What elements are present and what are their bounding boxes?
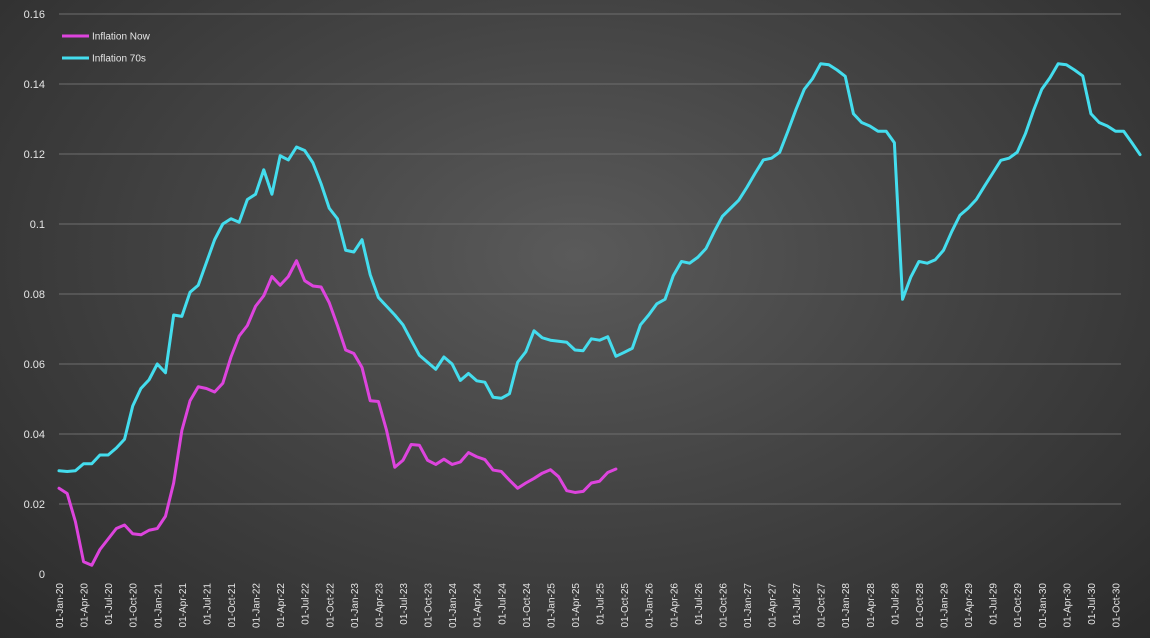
- x-tick-label: 01-Oct-20: [129, 583, 140, 628]
- x-tick-label: 01-Oct-21: [227, 583, 238, 628]
- x-tick-label: 01-Jan-27: [743, 583, 754, 628]
- x-tick-label: 01-Jul-20: [104, 583, 115, 625]
- x-tick-label: 01-Jan-28: [841, 583, 852, 628]
- x-tick-label: 01-Apr-25: [571, 583, 582, 628]
- y-tick-label: 0.08: [24, 289, 45, 301]
- x-tick-label: 01-Apr-28: [866, 583, 877, 628]
- x-tick-label: 01-Jan-23: [350, 583, 361, 628]
- x-tick-label: 01-Jan-21: [153, 583, 164, 628]
- x-tick-label: 01-Jul-30: [1087, 583, 1098, 625]
- legend-item-inflation-now[interactable]: Inflation Now: [62, 32, 151, 43]
- y-tick-label: 0: [39, 569, 45, 581]
- y-tick-label: 0.12: [24, 149, 45, 161]
- series-lines: [57, 62, 1142, 567]
- legend: Inflation Now Inflation 70s: [62, 32, 151, 65]
- x-tick-label: 01-Apr-24: [473, 583, 484, 628]
- x-tick-label: 01-Apr-27: [768, 583, 779, 628]
- y-tick-label: 0.06: [24, 359, 45, 371]
- x-tick-label: 01-Jul-28: [890, 583, 901, 625]
- x-tick-label: 01-Jan-26: [645, 583, 656, 628]
- x-tick-label: 01-Jan-25: [546, 583, 557, 628]
- x-tick-label: 01-Oct-24: [522, 583, 533, 628]
- x-tick-label: 01-Jul-25: [596, 583, 607, 625]
- x-tick-label: 01-Apr-23: [374, 583, 385, 628]
- x-tick-label: 01-Oct-30: [1112, 583, 1123, 628]
- x-tick-label: 01-Jan-22: [252, 583, 263, 628]
- series-line-inflation-70s: [57, 62, 1142, 473]
- x-tick-label: 01-Oct-27: [817, 583, 828, 628]
- legend-item-inflation-70s[interactable]: Inflation 70s: [62, 54, 146, 65]
- x-tick-label: 01-Jul-22: [301, 583, 312, 625]
- y-tick-label: 0.02: [24, 499, 45, 511]
- gridlines: [59, 13, 1121, 505]
- y-tick-label: 0.1: [30, 219, 45, 231]
- x-tick-label: 01-Jan-29: [940, 583, 951, 628]
- x-tick-label: 01-Oct-26: [718, 583, 729, 628]
- x-tick-label: 01-Jan-24: [448, 583, 459, 628]
- x-tick-label: 01-Apr-22: [276, 583, 287, 628]
- x-tick-label: 01-Jul-21: [202, 583, 213, 625]
- x-axis-ticks: 01-Jan-20 01-Apr-20 01-Jul-20 01-Oct-20 01-J…: [55, 583, 1123, 628]
- x-tick-label: 01-Oct-23: [424, 583, 435, 628]
- series-line-inflation-now: [57, 259, 618, 567]
- legend-label-inflation-70s: Inflation 70s: [92, 54, 146, 65]
- y-tick-label: 0.14: [24, 79, 45, 91]
- y-tick-label: 0.16: [24, 9, 45, 21]
- y-axis-ticks: 0 0.02 0.04 0.06 0.08 0.1 0.12 0.14 0.16: [24, 9, 45, 581]
- y-tick-label: 0.04: [24, 429, 45, 441]
- x-tick-label: 01-Jul-27: [792, 583, 803, 625]
- x-tick-label: 01-Oct-28: [915, 583, 926, 628]
- x-tick-label: 01-Apr-20: [80, 583, 91, 628]
- x-tick-label: 01-Apr-26: [669, 583, 680, 628]
- x-tick-label: 01-Jul-29: [989, 583, 1000, 625]
- x-tick-label: 01-Oct-29: [1013, 583, 1024, 628]
- x-tick-label: 01-Apr-30: [1062, 583, 1073, 628]
- legend-label-inflation-now: Inflation Now: [92, 32, 151, 43]
- x-tick-label: 01-Apr-21: [178, 583, 189, 628]
- x-tick-label: 01-Jan-20: [55, 583, 66, 628]
- x-tick-label: 01-Jan-30: [1038, 583, 1049, 628]
- x-tick-label: 01-Oct-25: [620, 583, 631, 628]
- x-tick-label: 01-Oct-22: [325, 583, 336, 628]
- x-tick-label: 01-Apr-29: [964, 583, 975, 628]
- x-tick-label: 01-Jul-24: [497, 583, 508, 625]
- x-tick-label: 01-Jul-26: [694, 583, 705, 625]
- x-tick-label: 01-Jul-23: [399, 583, 410, 625]
